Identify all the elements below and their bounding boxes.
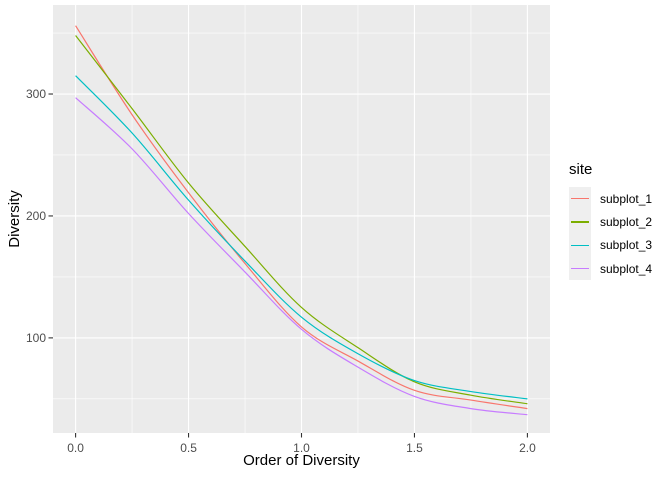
y-tick-label: 100: [25, 330, 46, 345]
x-axis-title: Order of Diversity: [243, 452, 360, 469]
legend-entry-label: subplot_4: [600, 261, 653, 276]
legend-key-swatch: [569, 187, 591, 211]
x-tick-label: 0.0: [67, 441, 84, 455]
legend-key-swatch: [569, 233, 591, 257]
series-line-subplot_4: [75, 97, 528, 416]
legend-entry: subplot_1: [569, 187, 653, 211]
legend-entry: subplot_3: [569, 233, 653, 257]
legend-key-line-icon: [571, 197, 589, 200]
series-line-subplot_2: [75, 35, 528, 405]
legend-key-line-icon: [571, 244, 589, 246]
legend-key-line-icon: [571, 221, 589, 223]
y-tick-label: 200: [25, 208, 46, 223]
legend-entry-label: subplot_1: [600, 191, 653, 206]
legend-key-swatch: [569, 210, 591, 234]
legend-key-swatch: [569, 256, 591, 281]
series-line-subplot_3: [75, 75, 528, 400]
x-tick-label: 2.0: [519, 441, 536, 455]
legend-entry-label: subplot_3: [600, 238, 653, 253]
legend-entry: subplot_4: [569, 256, 653, 281]
legend: site subplot_1 subplot_2 subplot_3 subpl…: [569, 161, 653, 281]
x-tick-label: 1.0: [293, 441, 310, 455]
series-line-subplot_1: [75, 25, 528, 410]
legend-entry: subplot_2: [569, 210, 653, 234]
legend-key-line-icon: [571, 267, 589, 270]
y-tick-label: 300: [25, 87, 46, 101]
x-tick-label: 0.5: [180, 441, 197, 455]
legend-title: site: [569, 161, 593, 178]
legend-entry-label: subplot_2: [600, 214, 653, 229]
x-tick-label: 1.5: [406, 441, 423, 455]
